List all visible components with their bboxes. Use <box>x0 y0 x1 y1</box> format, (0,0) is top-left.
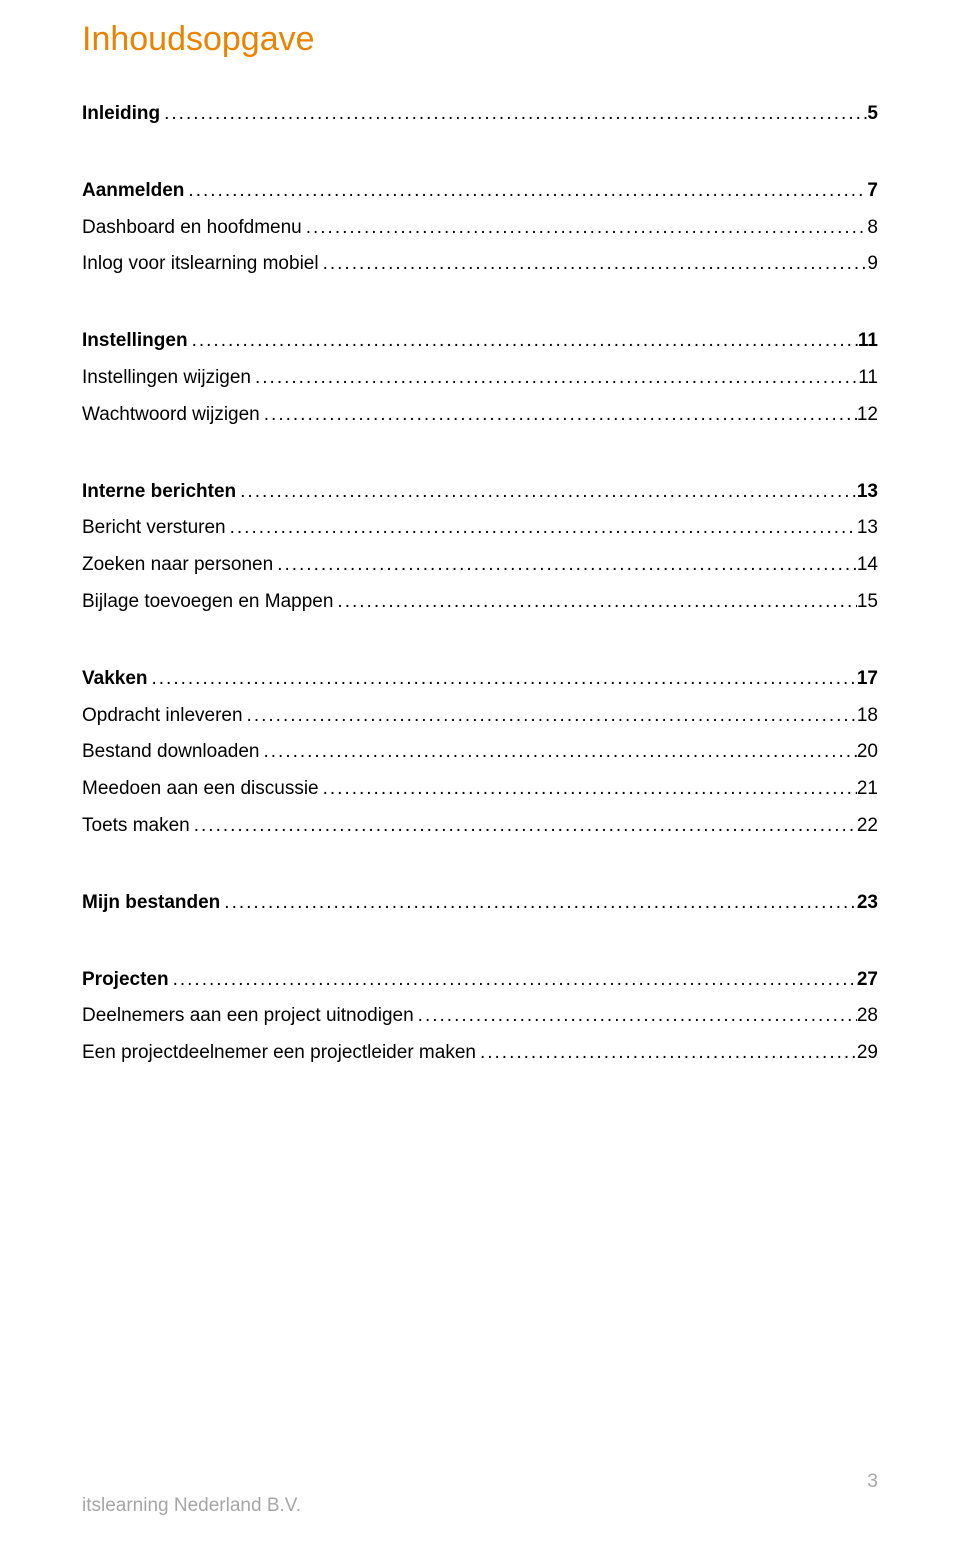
toc-label: Instellingen <box>82 330 188 353</box>
toc-label: Aanmelden <box>82 180 184 203</box>
toc-page-number: 27 <box>857 969 878 992</box>
toc-label: Instellingen wijzigen <box>82 367 251 390</box>
toc-page-number: 14 <box>857 554 878 577</box>
toc-page-number: 21 <box>857 778 878 801</box>
toc-leader: ........................................… <box>414 1005 857 1028</box>
toc-row[interactable]: Instellingen............................… <box>82 330 878 353</box>
toc-label: Een projectdeelnemer een projectleider m… <box>82 1042 476 1065</box>
toc-leader: ........................................… <box>236 481 857 504</box>
toc-page-number: 12 <box>857 404 878 427</box>
toc-page-number: 20 <box>857 741 878 764</box>
toc-page-number: 18 <box>857 705 878 728</box>
toc-leader: ........................................… <box>226 517 857 540</box>
toc-leader: ........................................… <box>188 330 858 353</box>
toc-page-number: 15 <box>857 591 878 614</box>
toc-leader: ........................................… <box>302 217 868 240</box>
toc-leader: ........................................… <box>243 705 857 728</box>
toc-page-number: 8 <box>867 217 878 240</box>
toc-leader: ........................................… <box>190 815 857 838</box>
toc-label: Inlog voor itslearning mobiel <box>82 253 319 276</box>
toc-row[interactable]: Interne berichten.......................… <box>82 481 878 504</box>
page-title: Inhoudsopgave <box>82 20 878 59</box>
toc-label: Interne berichten <box>82 481 236 504</box>
toc-leader: ........................................… <box>184 180 867 203</box>
toc-leader: ........................................… <box>273 554 857 577</box>
toc-page-number: 13 <box>857 481 878 504</box>
toc-label: Vakken <box>82 668 148 691</box>
toc-row[interactable]: Aanmelden...............................… <box>82 180 878 203</box>
toc-label: Bijlage toevoegen en Mappen <box>82 591 333 614</box>
document-page: Inhoudsopgave Inleiding.................… <box>0 0 960 1547</box>
toc-leader: ........................................… <box>319 253 868 276</box>
footer-page-number: 3 <box>867 1471 878 1493</box>
toc-page-number: 9 <box>867 253 878 276</box>
toc-leader: ........................................… <box>259 741 856 764</box>
toc-row[interactable]: Bericht versturen.......................… <box>82 517 878 540</box>
toc-leader: ........................................… <box>220 892 857 915</box>
toc-page-number: 7 <box>867 180 878 203</box>
toc-page-number: 29 <box>857 1042 878 1065</box>
toc-leader: ........................................… <box>319 778 857 801</box>
toc-row[interactable]: Dashboard en hoofdmenu..................… <box>82 217 878 240</box>
toc-page-number: 22 <box>857 815 878 838</box>
table-of-contents: Inleiding...............................… <box>82 103 878 1065</box>
toc-row[interactable]: Zoeken naar personen....................… <box>82 554 878 577</box>
toc-row[interactable]: Bestand downloaden......................… <box>82 741 878 764</box>
toc-label: Meedoen aan een discussie <box>82 778 319 801</box>
toc-leader: ........................................… <box>251 367 858 390</box>
toc-label: Deelnemers aan een project uitnodigen <box>82 1005 414 1028</box>
toc-leader: ........................................… <box>148 668 857 691</box>
toc-row[interactable]: Een projectdeelnemer een projectleider m… <box>82 1042 878 1065</box>
toc-page-number: 17 <box>857 668 878 691</box>
toc-page-number: 23 <box>857 892 878 915</box>
toc-leader: ........................................… <box>160 103 867 126</box>
toc-page-number: 5 <box>867 103 878 126</box>
toc-row[interactable]: Vakken..................................… <box>82 668 878 691</box>
toc-label: Mijn bestanden <box>82 892 220 915</box>
toc-label: Opdracht inleveren <box>82 705 243 728</box>
toc-row[interactable]: Meedoen aan een discussie...............… <box>82 778 878 801</box>
toc-row[interactable]: Toets maken.............................… <box>82 815 878 838</box>
toc-label: Inleiding <box>82 103 160 126</box>
toc-row[interactable]: Mijn bestanden..........................… <box>82 892 878 915</box>
toc-label: Bericht versturen <box>82 517 226 540</box>
toc-page-number: 28 <box>857 1005 878 1028</box>
toc-row[interactable]: Projecten...............................… <box>82 969 878 992</box>
toc-row[interactable]: Opdracht inleveren......................… <box>82 705 878 728</box>
toc-label: Toets maken <box>82 815 190 838</box>
toc-page-number: 11 <box>858 330 878 353</box>
toc-label: Zoeken naar personen <box>82 554 273 577</box>
toc-label: Wachtwoord wijzigen <box>82 404 260 427</box>
toc-leader: ........................................… <box>476 1042 857 1065</box>
toc-label: Dashboard en hoofdmenu <box>82 217 302 240</box>
toc-leader: ........................................… <box>169 969 857 992</box>
toc-row[interactable]: Inleiding...............................… <box>82 103 878 126</box>
toc-page-number: 13 <box>857 517 878 540</box>
footer-company: itslearning Nederland B.V. <box>82 1495 301 1517</box>
toc-row[interactable]: Inlog voor itslearning mobiel...........… <box>82 253 878 276</box>
toc-row[interactable]: Wachtwoord wijzigen.....................… <box>82 404 878 427</box>
toc-leader: ........................................… <box>333 591 856 614</box>
toc-row[interactable]: Instellingen wijzigen...................… <box>82 367 878 390</box>
toc-page-number: 11 <box>858 367 878 390</box>
toc-row[interactable]: Deelnemers aan een project uitnodigen...… <box>82 1005 878 1028</box>
toc-label: Projecten <box>82 969 169 992</box>
toc-leader: ........................................… <box>260 404 857 427</box>
toc-row[interactable]: Bijlage toevoegen en Mappen.............… <box>82 591 878 614</box>
toc-label: Bestand downloaden <box>82 741 259 764</box>
